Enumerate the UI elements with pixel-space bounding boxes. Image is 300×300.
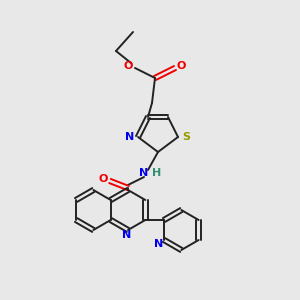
Text: O: O (123, 61, 133, 71)
Text: N: N (140, 168, 148, 178)
Text: H: H (152, 168, 162, 178)
Text: S: S (182, 132, 190, 142)
Text: N: N (154, 239, 164, 249)
Text: N: N (122, 230, 132, 240)
Text: O: O (98, 174, 108, 184)
Text: N: N (125, 132, 135, 142)
Text: O: O (176, 61, 186, 71)
